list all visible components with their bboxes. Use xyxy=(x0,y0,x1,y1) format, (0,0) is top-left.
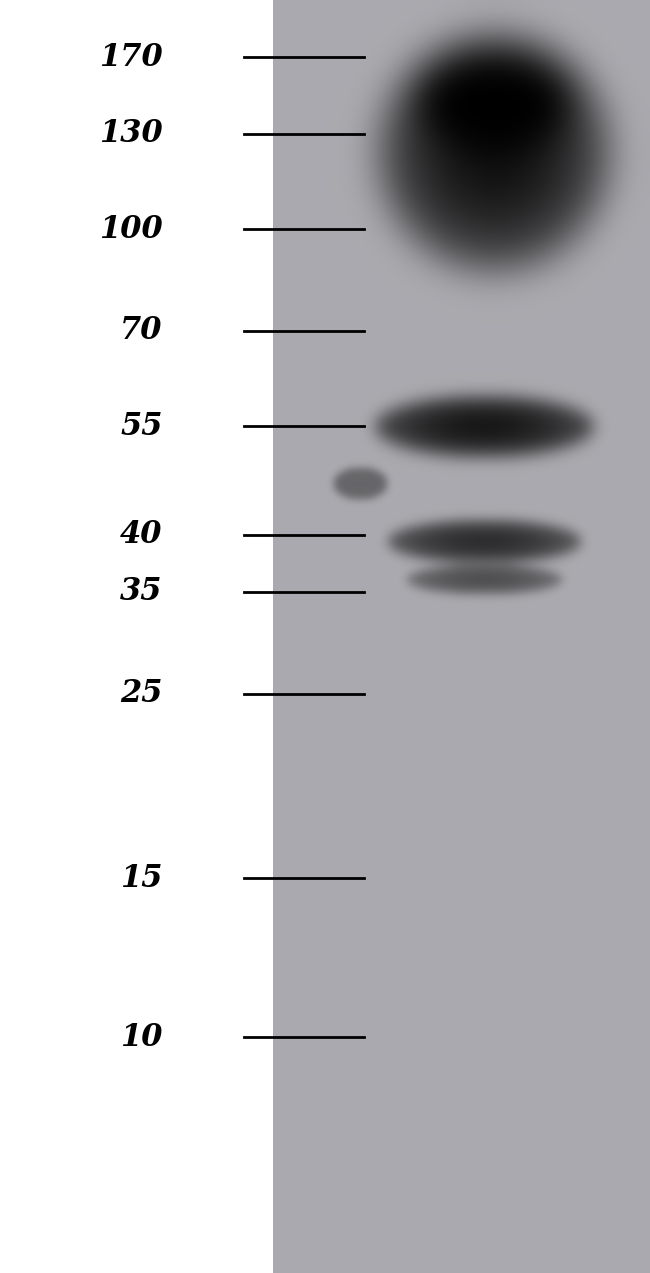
Text: 100: 100 xyxy=(99,214,162,244)
Text: 55: 55 xyxy=(120,411,162,442)
Text: 130: 130 xyxy=(99,118,162,149)
Text: 170: 170 xyxy=(99,42,162,73)
Text: 25: 25 xyxy=(120,679,162,709)
Bar xyxy=(273,0,650,1273)
Text: 10: 10 xyxy=(120,1022,162,1053)
Text: 15: 15 xyxy=(120,863,162,894)
Text: 35: 35 xyxy=(120,577,162,607)
Text: 70: 70 xyxy=(120,316,162,346)
Text: 40: 40 xyxy=(120,519,162,550)
Bar xyxy=(0,0,273,1273)
